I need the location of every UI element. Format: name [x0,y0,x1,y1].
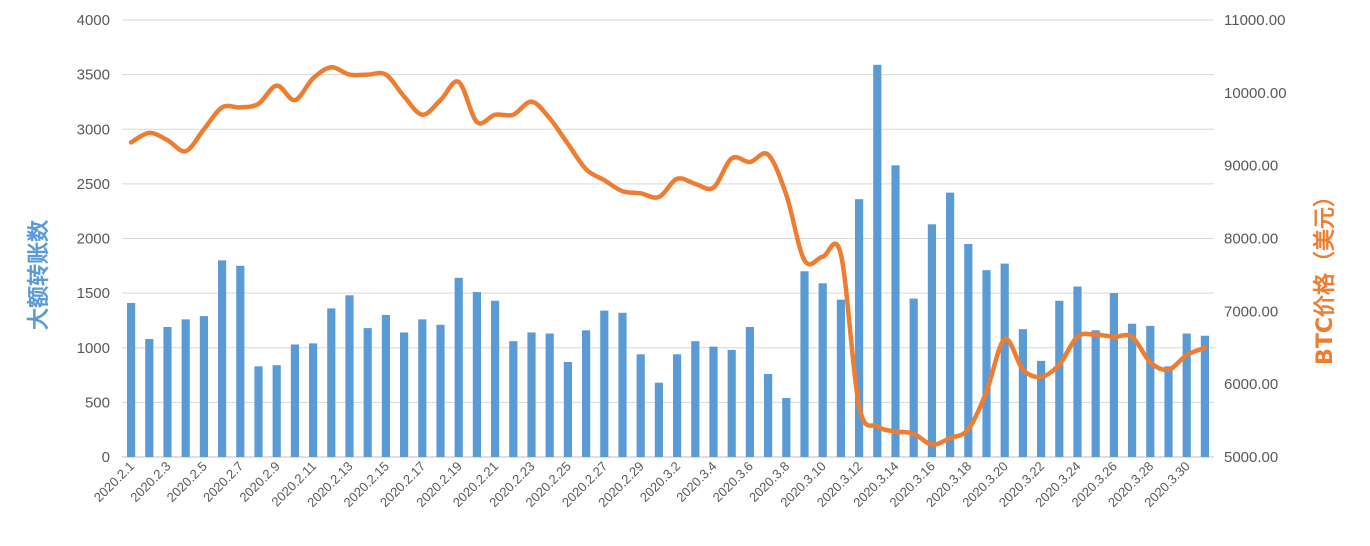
right-axis-label: BTC价格（美元） [1312,185,1338,365]
bar [491,300,500,457]
bar [1109,293,1118,457]
left-tick-label: 2500 [77,176,110,193]
bar [618,312,627,457]
bar [1146,325,1155,457]
bar [254,366,263,457]
bar [563,361,572,457]
bar [709,346,718,457]
left-tick-label: 3500 [77,67,110,84]
x-axis-ticks: 2020.2.12020.2.32020.2.52020.2.72020.2.9… [91,459,1193,511]
bar [782,398,791,457]
left-tick-label: 0 [102,449,110,466]
bar [345,295,354,457]
bar [636,354,645,457]
bar [1091,330,1100,457]
bar [1018,329,1027,457]
bar [946,192,955,458]
bar [527,332,536,457]
bar [982,270,991,457]
bar [654,382,663,457]
bar [327,308,336,457]
bar [1200,335,1209,457]
left-tick-label: 1500 [77,285,110,302]
bar [400,332,409,457]
bar [236,265,245,457]
left-tick-label: 1000 [77,340,110,357]
left-axis-label: 大额转账数 [26,219,52,330]
line-series-btc-price [128,65,1208,447]
right-tick-label: 8000.00 [1224,231,1278,248]
bar [891,165,900,458]
right-tick-label: 5000.00 [1224,449,1278,466]
bar [691,341,700,457]
left-tick-label: 3000 [77,121,110,138]
left-tick-label: 2000 [77,231,110,248]
bar [145,339,154,457]
bar [199,316,208,457]
bar [309,343,318,457]
bar [582,330,591,457]
bar [545,333,554,457]
bar [1073,286,1082,457]
bar [1164,366,1173,457]
bar [745,326,754,457]
bar [1182,333,1191,457]
right-tick-label: 10000.00 [1224,85,1287,102]
bar [673,354,682,457]
bar [764,373,773,457]
right-tick-label: 9000.00 [1224,158,1278,175]
left-tick-label: 500 [85,394,110,411]
bar [800,271,809,457]
left-axis-ticks: 0 500 1000 1500 2000 2500 3000 3500 4000 [77,12,110,466]
bar [1000,263,1009,457]
bar [818,283,827,457]
bar [272,365,281,457]
left-tick-label: 4000 [77,12,110,29]
bar-series-transfers [127,64,1209,458]
grid-lines [122,19,1214,458]
bar [454,277,463,457]
right-tick-label: 7000.00 [1224,303,1278,320]
bar [909,298,918,457]
bar [127,302,136,457]
right-tick-label: 6000.00 [1224,376,1278,393]
right-tick-label: 11000.00 [1224,12,1285,29]
bar [472,292,481,457]
bar [964,243,973,457]
bar [873,64,882,457]
bar [855,199,864,458]
bar [163,326,172,457]
bar [1055,300,1064,457]
bar [181,319,190,457]
bar [1128,323,1137,457]
bar [436,324,445,457]
bar [290,344,299,457]
bar [600,310,609,457]
bar [509,341,518,457]
bar [836,299,845,457]
bar [727,349,736,457]
bar [1037,360,1046,457]
bar [381,314,390,457]
bar [363,328,372,457]
bar [418,319,427,457]
bar [218,260,227,457]
right-axis-ticks: 5000.00 6000.00 7000.00 8000.00 9000.00 10000… [1224,12,1287,466]
bar [927,224,936,457]
